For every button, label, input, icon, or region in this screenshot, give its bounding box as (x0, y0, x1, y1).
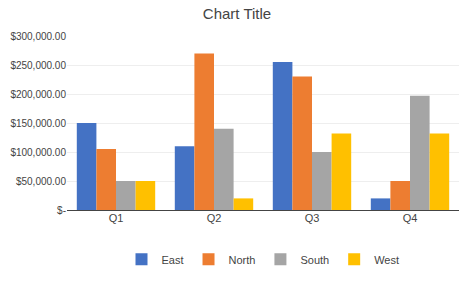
svg-text:Chart Title: Chart Title (203, 5, 271, 22)
svg-text:East: East (162, 254, 184, 266)
svg-text:Q1: Q1 (109, 212, 124, 224)
svg-text:$150,000.00: $150,000.00 (10, 118, 66, 129)
svg-text:Q3: Q3 (305, 212, 320, 224)
svg-text:$300,000.00: $300,000.00 (10, 31, 66, 42)
svg-text:West: West (374, 254, 399, 266)
svg-text:Q4: Q4 (403, 212, 418, 224)
svg-text:South: South (300, 254, 329, 266)
svg-text:$50,000.00: $50,000.00 (16, 176, 66, 187)
svg-text:Q2: Q2 (207, 212, 222, 224)
svg-text:$100,000.00: $100,000.00 (10, 147, 66, 158)
svg-text:$200,000.00: $200,000.00 (10, 89, 66, 100)
svg-text:North: North (229, 254, 256, 266)
svg-text:$250,000.00: $250,000.00 (10, 60, 66, 71)
svg-text:$-: $- (57, 205, 66, 216)
